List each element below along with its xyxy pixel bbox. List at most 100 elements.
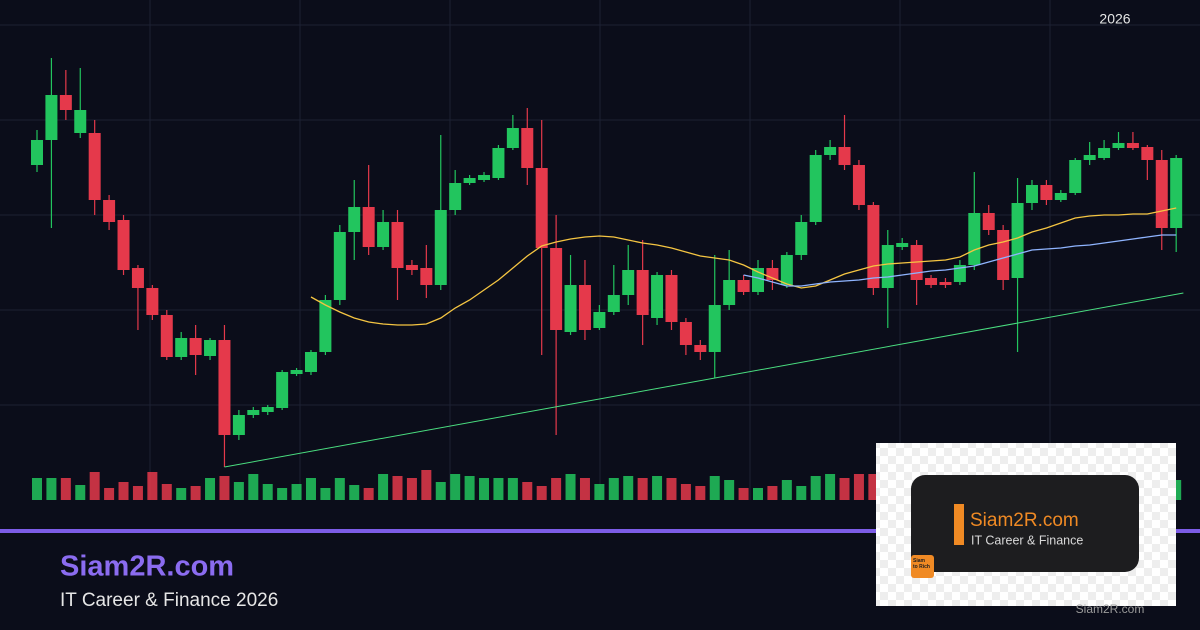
volume-bar xyxy=(46,478,57,500)
candle-body xyxy=(982,213,995,230)
logo-card xyxy=(911,475,1139,572)
candle-body xyxy=(362,207,375,247)
candle-body xyxy=(1126,143,1139,148)
volume-bar xyxy=(363,488,374,500)
candle-body xyxy=(420,268,433,285)
volume-bar xyxy=(176,488,187,500)
candle-body xyxy=(838,147,851,165)
candle-body xyxy=(160,315,173,357)
candle-body xyxy=(204,340,217,356)
volume-bar xyxy=(796,486,807,500)
logo-badge-text: Siam to Rich xyxy=(913,558,930,570)
candle-body xyxy=(925,278,938,285)
candle-body xyxy=(434,210,447,285)
volume-bar xyxy=(666,478,677,500)
volume-bar xyxy=(623,476,634,500)
volume-bar xyxy=(868,474,879,500)
volume-bar xyxy=(32,478,42,500)
volume-bar xyxy=(262,484,273,500)
candle-body xyxy=(261,407,274,412)
candle-body xyxy=(809,155,822,222)
logo-title: Siam2R.com xyxy=(970,510,1079,531)
volume-bar xyxy=(392,476,403,500)
candle-body xyxy=(852,165,865,205)
candle-body xyxy=(218,340,231,435)
candle-body xyxy=(492,148,505,178)
candle-body xyxy=(276,372,289,408)
candle-body xyxy=(175,338,188,357)
candle-body xyxy=(881,245,894,288)
volume-bar xyxy=(190,486,201,500)
logo-subtitle: IT Career & Finance xyxy=(971,533,1083,547)
candle-body xyxy=(319,300,332,352)
logo-badge-box: Siam to Rich xyxy=(913,558,930,570)
candle-body xyxy=(88,133,101,200)
volume-bar xyxy=(205,478,216,500)
volume-bar xyxy=(1171,480,1182,500)
candle-body xyxy=(146,288,159,315)
candle-body xyxy=(622,270,635,295)
volume-bar xyxy=(233,482,244,500)
candle-body xyxy=(103,200,116,222)
volume-bar xyxy=(161,484,172,500)
candle-body xyxy=(679,322,692,345)
logo-bar xyxy=(954,504,964,545)
volume-bar xyxy=(652,476,663,500)
volume-bar xyxy=(147,472,158,500)
volume-bar xyxy=(421,470,432,500)
candle-body xyxy=(1170,158,1183,228)
volume-bar xyxy=(320,488,331,500)
volume-bar xyxy=(104,488,115,500)
volume-bar xyxy=(753,488,763,500)
volume-bar xyxy=(565,474,576,500)
candle-body xyxy=(478,175,491,180)
candle-body xyxy=(405,265,418,270)
footer-brand: Siam2R.com xyxy=(60,551,234,583)
candle-body xyxy=(896,243,909,247)
candle-body xyxy=(377,222,390,247)
candle-body xyxy=(1025,185,1038,203)
logo-badge xyxy=(911,555,934,578)
candle-body xyxy=(665,275,678,322)
candle-body xyxy=(1083,155,1096,160)
volume-bar xyxy=(680,484,691,500)
candle-body xyxy=(521,128,534,168)
candle-body xyxy=(824,147,837,155)
candle-body xyxy=(867,205,880,288)
moving-average xyxy=(743,234,1177,287)
candle-body xyxy=(45,95,58,140)
volume-bar xyxy=(695,486,706,500)
candle-body xyxy=(506,128,519,148)
candle-body xyxy=(780,255,793,285)
candle-body xyxy=(1054,193,1067,200)
volume-bar xyxy=(118,482,129,500)
candle-body xyxy=(694,345,707,352)
candle-body xyxy=(304,352,317,372)
candle-body xyxy=(939,282,952,285)
volume-bar xyxy=(479,478,490,500)
candle-body xyxy=(550,248,563,330)
volume-bar xyxy=(493,478,504,500)
candle-body xyxy=(723,280,736,305)
volume-bar xyxy=(291,484,302,500)
candle-body xyxy=(1141,147,1154,160)
candle-body xyxy=(968,213,981,265)
volume-bar xyxy=(507,478,518,500)
candle-body xyxy=(737,280,750,292)
candle-body xyxy=(752,268,764,292)
volume-bar xyxy=(594,484,605,500)
candle-body xyxy=(636,270,649,315)
candle-body xyxy=(333,232,346,300)
candle-body xyxy=(348,207,361,232)
volume-bar xyxy=(334,478,345,500)
volume-bar xyxy=(724,480,735,500)
candle-body xyxy=(795,222,808,255)
candle-body xyxy=(1112,143,1125,148)
candle-body xyxy=(578,285,591,330)
divider xyxy=(0,529,1200,533)
volume-bar xyxy=(637,478,648,500)
volume-bar xyxy=(248,474,259,500)
volume-bar xyxy=(219,476,230,500)
